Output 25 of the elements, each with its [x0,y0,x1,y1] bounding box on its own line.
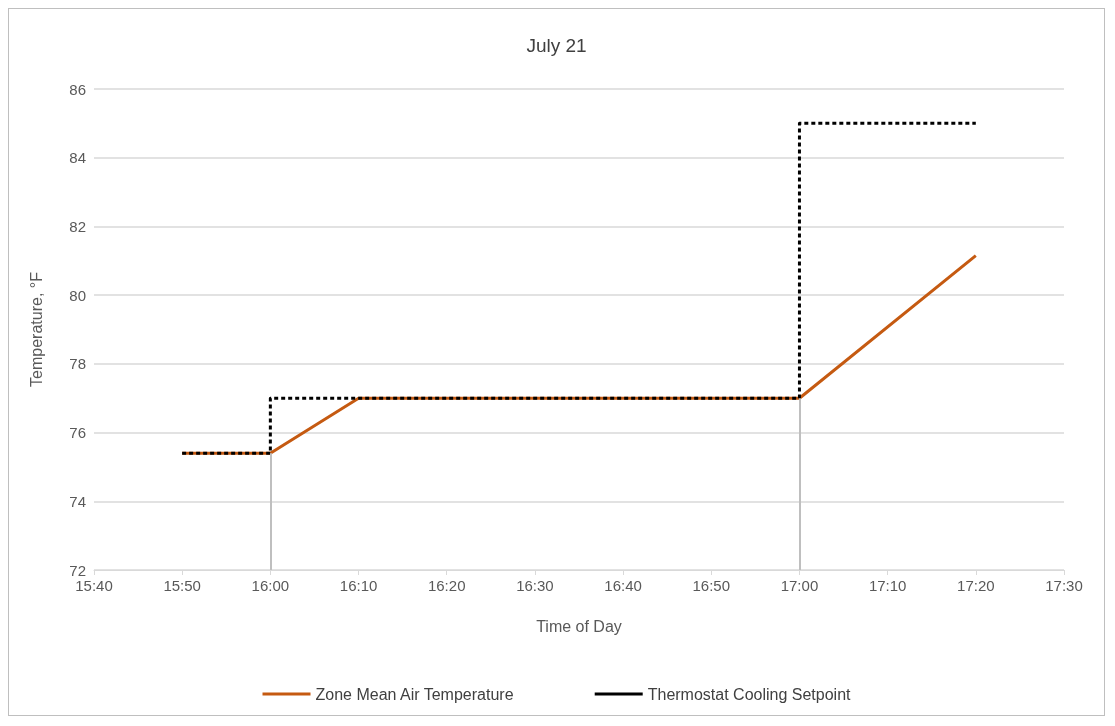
y-tick-label: 82 [69,217,86,235]
x-tick-label: 16:50 [692,577,731,594]
y-tick-label: 78 [69,355,86,373]
y-tick-label: 86 [69,80,86,98]
x-tick-label: 17:00 [780,577,819,594]
x-tick-label: 15:50 [163,577,201,594]
legend-label: Zone Mean Air Temperature [315,685,514,703]
x-tick-label: 17:10 [868,577,907,594]
x-tick-label: 16:10 [339,577,378,594]
y-tick-label: 72 [69,561,86,579]
y-tick-label: 84 [69,149,86,167]
x-tick-label: 15:40 [75,577,113,594]
x-tick-label: 16:40 [604,577,642,594]
y-tick-label: 74 [69,492,86,510]
x-tick-label: 16:00 [251,577,290,594]
legend-label: Thermostat Cooling Setpoint [647,685,852,703]
y-axis-title: Temperature, °F [27,271,45,387]
x-tick-label: 17:30 [1045,577,1083,594]
chart-title: July 21 [526,35,587,56]
x-tick-label: 17:20 [957,577,995,594]
x-tick-label: 16:30 [516,577,554,594]
x-axis-title: Time of Day [536,617,622,635]
y-tick-label: 80 [69,286,86,304]
y-tick-label: 76 [69,424,86,442]
x-tick-label: 16:20 [427,577,466,594]
